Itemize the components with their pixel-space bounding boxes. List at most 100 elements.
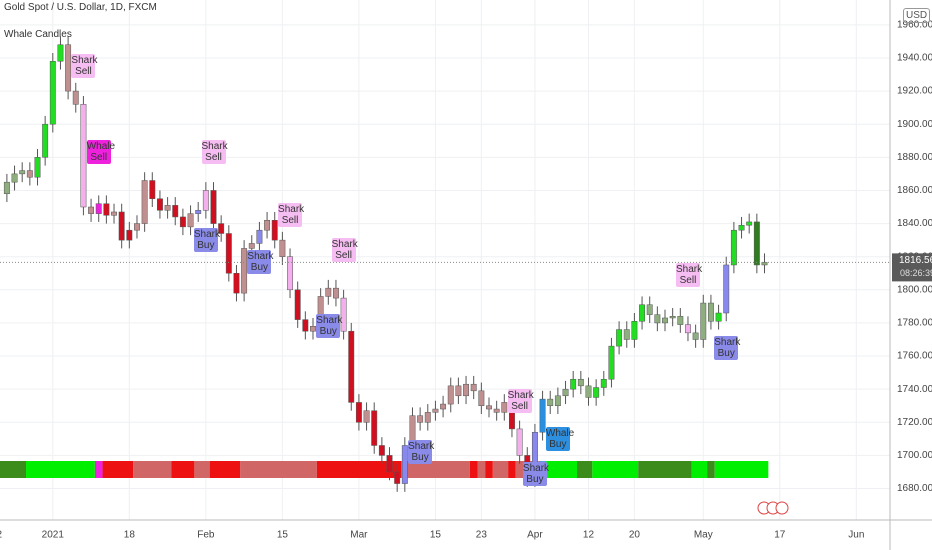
- candle-body: [746, 221, 753, 226]
- candle-body: [539, 398, 546, 433]
- candle-body: [3, 181, 10, 195]
- candle-body: [49, 61, 56, 125]
- x-tick-label: Mar: [350, 530, 368, 541]
- signal-label: Whale Buy: [545, 426, 575, 451]
- y-tick-label: 1800.000: [897, 284, 932, 295]
- candle-body: [470, 383, 477, 392]
- candle-body: [608, 345, 615, 380]
- signal-label: Shark Sell: [331, 238, 358, 263]
- x-tick-label: 23: [476, 530, 488, 541]
- signal-band: [577, 461, 593, 478]
- candle-body: [19, 170, 26, 175]
- chart-title: Gold Spot / U.S. Dollar, 1D, FXCM: [4, 2, 157, 13]
- signal-band: [477, 461, 486, 478]
- candle-body: [707, 302, 714, 322]
- candle-body: [761, 262, 768, 266]
- candle-body: [386, 455, 393, 473]
- candle-body: [646, 304, 653, 315]
- candle-body: [730, 229, 737, 266]
- x-tick-label: 15: [430, 530, 442, 541]
- x-tick-label: 18: [124, 530, 136, 541]
- candle-body: [554, 395, 561, 406]
- candle-body: [631, 321, 638, 340]
- candle-body: [271, 220, 278, 241]
- candle-body: [662, 317, 668, 324]
- candle-body: [210, 190, 217, 224]
- candle-body: [593, 387, 600, 398]
- y-tick-label: 1760.000: [897, 351, 932, 362]
- signal-label: Whale Sell: [86, 140, 116, 165]
- y-tick-label: 1960.000: [897, 19, 932, 30]
- x-tick-label: May: [694, 530, 713, 541]
- signal-label: Shark Buy: [247, 249, 274, 274]
- signal-band: [240, 461, 317, 478]
- signal-band: [638, 461, 692, 478]
- candle-body: [616, 329, 623, 347]
- candle-body: [172, 205, 179, 218]
- candle-body: [287, 256, 293, 291]
- candle-body: [134, 223, 140, 231]
- candle-body: [340, 297, 347, 332]
- candle-body: [478, 390, 485, 406]
- signal-band: [707, 461, 715, 478]
- x-tick-label: Apr: [527, 530, 543, 541]
- candle-body: [700, 302, 707, 340]
- y-tick-label: 1920.000: [897, 86, 932, 97]
- candle-body: [753, 221, 760, 266]
- currency-button[interactable]: USD: [903, 8, 931, 23]
- candle-body: [669, 316, 676, 319]
- candle-body: [493, 408, 500, 413]
- x-tick-label: 15: [277, 530, 289, 541]
- candle-body: [623, 329, 630, 340]
- last-price-label: 1816.560: [899, 255, 932, 266]
- signal-band: [102, 461, 134, 478]
- y-tick-label: 1940.000: [897, 53, 932, 64]
- candle-body: [401, 445, 408, 484]
- candle-body: [111, 211, 117, 216]
- candle-body: [639, 304, 646, 322]
- candle-body: [440, 403, 447, 410]
- candle-body: [577, 378, 584, 387]
- x-tick-label: 17: [774, 530, 786, 541]
- candle-body: [248, 243, 255, 249]
- y-tick-label: 1880.000: [897, 152, 932, 163]
- signal-band: [26, 461, 95, 478]
- indicator-name: Whale Candles: [4, 29, 72, 40]
- signal-band: [485, 461, 493, 478]
- last-price-tag: [892, 253, 932, 282]
- candle-body: [570, 378, 577, 390]
- candle-body: [279, 239, 286, 257]
- signal-band: [592, 461, 639, 478]
- signal-band: [546, 461, 578, 478]
- candle-body: [654, 314, 661, 324]
- candle-body: [562, 388, 569, 397]
- signal-band: [316, 461, 401, 478]
- candle-body: [72, 90, 79, 105]
- candle-body: [447, 385, 454, 405]
- candle-body: [65, 44, 72, 92]
- y-tick-label: 1780.000: [897, 318, 932, 329]
- candle-body: [463, 383, 469, 397]
- candle-body: [164, 205, 171, 211]
- signal-label: Shark Sell: [71, 54, 98, 79]
- candle-body: [600, 378, 607, 388]
- candle-body: [486, 405, 492, 410]
- candle-body: [432, 408, 439, 413]
- candle-body: [723, 264, 730, 314]
- signal-band: [209, 461, 241, 478]
- candle-body: [371, 410, 378, 446]
- candle-body: [302, 319, 309, 332]
- candle-body: [424, 412, 431, 423]
- y-tick-label: 1700.000: [897, 450, 932, 461]
- candle-body: [256, 229, 263, 244]
- candle-body: [348, 330, 355, 403]
- candle-body: [95, 203, 102, 214]
- candle-body: [149, 180, 156, 199]
- candle-body: [738, 224, 745, 231]
- candle-body: [179, 216, 186, 228]
- signal-band: [469, 461, 478, 478]
- candle-body: [34, 157, 41, 178]
- signal-band: [400, 461, 470, 478]
- x-tick-label: 12: [583, 530, 595, 541]
